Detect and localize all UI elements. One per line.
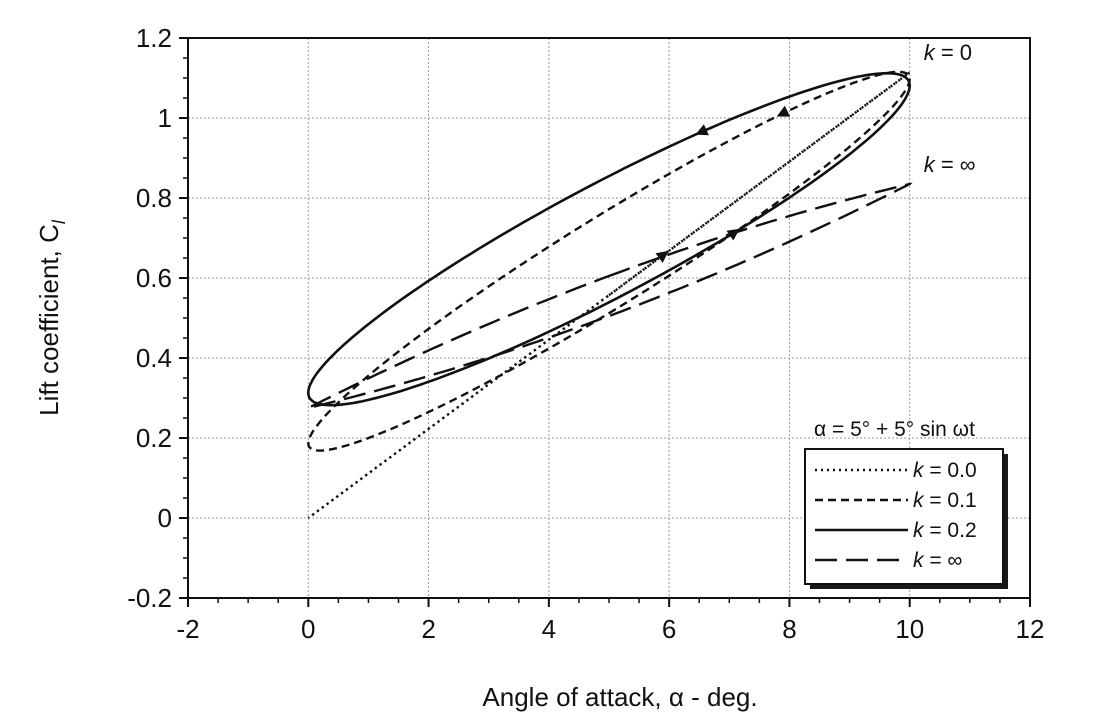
y-tick-label-6: 1	[158, 103, 172, 133]
x-tick-label-3: 4	[542, 614, 556, 644]
axes: -2 0 2 4 6 8 10 12 -0.2 0 0.2 0.4 0.6 0.8 1 1.2	[127, 23, 1044, 644]
y-tick-label-3: 0.4	[136, 343, 172, 373]
series-line-2	[306, 71, 912, 407]
y-axis-title: Lift coefficient, Cl	[34, 219, 69, 416]
y-tick-label-4: 0.6	[136, 263, 172, 293]
direction-arrow-1	[776, 105, 791, 117]
legend-label-3: k = ∞	[913, 549, 962, 572]
direction-arrow-3	[655, 250, 669, 263]
x-tick-label-0: -2	[176, 614, 199, 644]
direction-arrow-2	[695, 124, 709, 136]
x-tick-label-5: 8	[782, 614, 796, 644]
x-tick-label-1: 0	[301, 614, 315, 644]
y-axis-title-main: Lift coefficient, C	[34, 224, 64, 416]
series-group	[305, 70, 913, 519]
legend: α = 5° + 5° sin ωt k = 0.0 k = 0.1 k = 0.2…	[804, 418, 1008, 589]
legend-label-0: k = 0.0	[913, 459, 977, 482]
x-tick-label-7: 12	[1016, 614, 1045, 644]
x-tick-label-6: 10	[895, 614, 924, 644]
series-line-1	[307, 70, 911, 452]
y-axis-title-subscript: l	[49, 219, 69, 224]
annotation-1: k = ∞	[924, 152, 976, 177]
direction-arrow-0	[726, 228, 740, 241]
series-line-3	[305, 182, 913, 410]
annotation-0: k = 0	[924, 40, 972, 65]
x-axis-title: Angle of attack, α - deg.	[482, 682, 757, 712]
legend-label-2: k = 0.2	[913, 519, 977, 542]
y-tick-label-0: -0.2	[127, 583, 172, 613]
x-tick-label-2: 2	[421, 614, 435, 644]
legend-title: α = 5° + 5° sin ωt	[814, 418, 975, 441]
y-tick-label-1: 0	[158, 503, 172, 533]
y-tick-label-7: 1.2	[136, 23, 172, 53]
y-tick-label-5: 0.8	[136, 183, 172, 213]
annotations: k = 0 k = ∞	[924, 40, 976, 177]
x-tick-label-4: 6	[662, 614, 676, 644]
y-tick-label-2: 0.2	[136, 423, 172, 453]
legend-items: k = 0.0 k = 0.1 k = 0.2 k = ∞	[815, 459, 977, 572]
legend-box	[804, 448, 1004, 585]
series-line-0	[307, 71, 911, 519]
legend-label-1: k = 0.1	[913, 489, 977, 512]
